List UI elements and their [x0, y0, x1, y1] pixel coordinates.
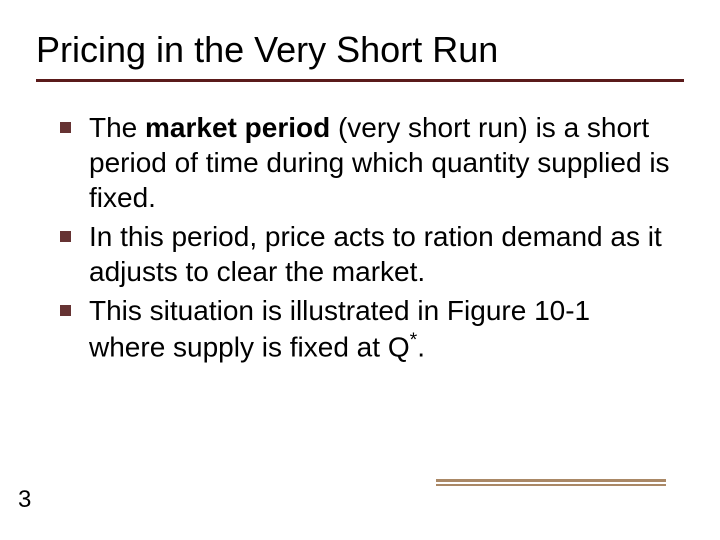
square-bullet-icon: [60, 305, 71, 316]
slide: Pricing in the Very Short Run The market…: [0, 0, 720, 540]
bullet-list: The market period (very short run) is a …: [36, 110, 684, 364]
list-item: This situation is illustrated in Figure …: [60, 293, 674, 364]
text-span: .: [417, 332, 425, 363]
square-bullet-icon: [60, 122, 71, 133]
list-item: The market period (very short run) is a …: [60, 110, 674, 215]
list-item: In this period, price acts to ration dem…: [60, 219, 674, 289]
title-underline: [36, 79, 684, 82]
bullet-text: In this period, price acts to ration dem…: [89, 219, 674, 289]
square-bullet-icon: [60, 231, 71, 242]
page-number: 3: [18, 486, 31, 514]
slide-title: Pricing in the Very Short Run: [36, 28, 684, 71]
text-span: This situation is illustrated in Figure …: [89, 295, 590, 362]
bullet-text: The market period (very short run) is a …: [89, 110, 674, 215]
decorative-accent: [436, 479, 666, 482]
bullet-text: This situation is illustrated in Figure …: [89, 293, 674, 364]
text-span: The: [89, 112, 145, 143]
bold-term: market period: [145, 112, 330, 143]
